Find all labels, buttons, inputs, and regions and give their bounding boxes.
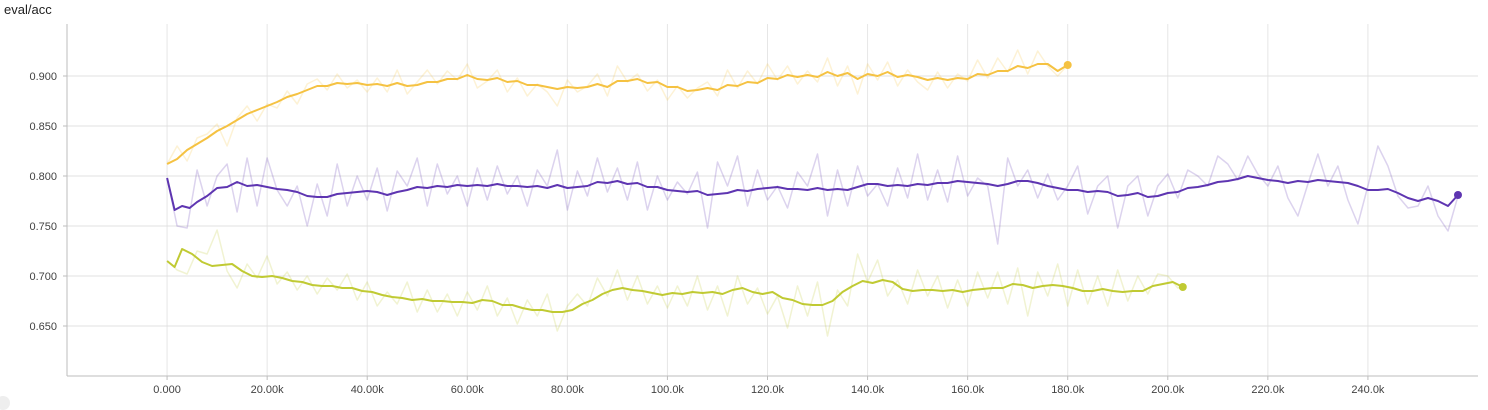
corner-expand-icon[interactable] xyxy=(0,396,10,410)
raw-series-line-1 xyxy=(166,145,1459,245)
y-tick-label: 0.900 xyxy=(29,71,57,83)
series-endpoint-dot-1 xyxy=(1453,191,1462,199)
smoothed-series-line-1 xyxy=(166,175,1459,211)
x-tick-label: 140.0k xyxy=(851,384,885,396)
x-tick-label: 40.00k xyxy=(351,384,385,396)
y-tick-label: 0.750 xyxy=(29,221,57,233)
y-tick-label: 0.850 xyxy=(29,121,57,133)
x-tick-label: 80.00k xyxy=(551,384,585,396)
x-tick-label: 200.0k xyxy=(1151,384,1185,396)
smoothed-series-line-0 xyxy=(166,63,1069,165)
x-tick-label: 160.0k xyxy=(951,384,985,396)
x-tick-label: 120.0k xyxy=(751,384,785,396)
x-tick-label: 20.00k xyxy=(251,384,285,396)
endpoint-markers xyxy=(1063,61,1462,291)
chart-title: eval/acc xyxy=(4,2,52,17)
smoothed-series-layer xyxy=(166,63,1459,313)
grid-lines xyxy=(67,24,1478,376)
x-tick-label: 240.0k xyxy=(1351,384,1385,396)
raw-series-layer xyxy=(166,49,1459,337)
y-tick-label: 0.800 xyxy=(29,171,57,183)
axes xyxy=(63,24,1478,380)
raw-series-line-2 xyxy=(166,229,1183,337)
x-tick-label: 100.0k xyxy=(651,384,685,396)
x-tick-label: 0.000 xyxy=(153,384,181,396)
series-endpoint-dot-2 xyxy=(1178,283,1187,291)
series-endpoint-dot-0 xyxy=(1063,61,1072,69)
smoothed-series-line-2 xyxy=(166,248,1184,313)
y-tick-label: 0.650 xyxy=(29,321,57,333)
raw-series-line-0 xyxy=(166,49,1069,165)
x-tick-label: 60.00k xyxy=(451,384,485,396)
y-tick-label: 0.700 xyxy=(29,271,57,283)
x-tick-label: 220.0k xyxy=(1251,384,1285,396)
tick-labels: 0.000 20.00k 40.00k 60.00k 80.00k 100.0k 120.0… xyxy=(29,71,1384,396)
x-tick-label: 180.0k xyxy=(1051,384,1085,396)
